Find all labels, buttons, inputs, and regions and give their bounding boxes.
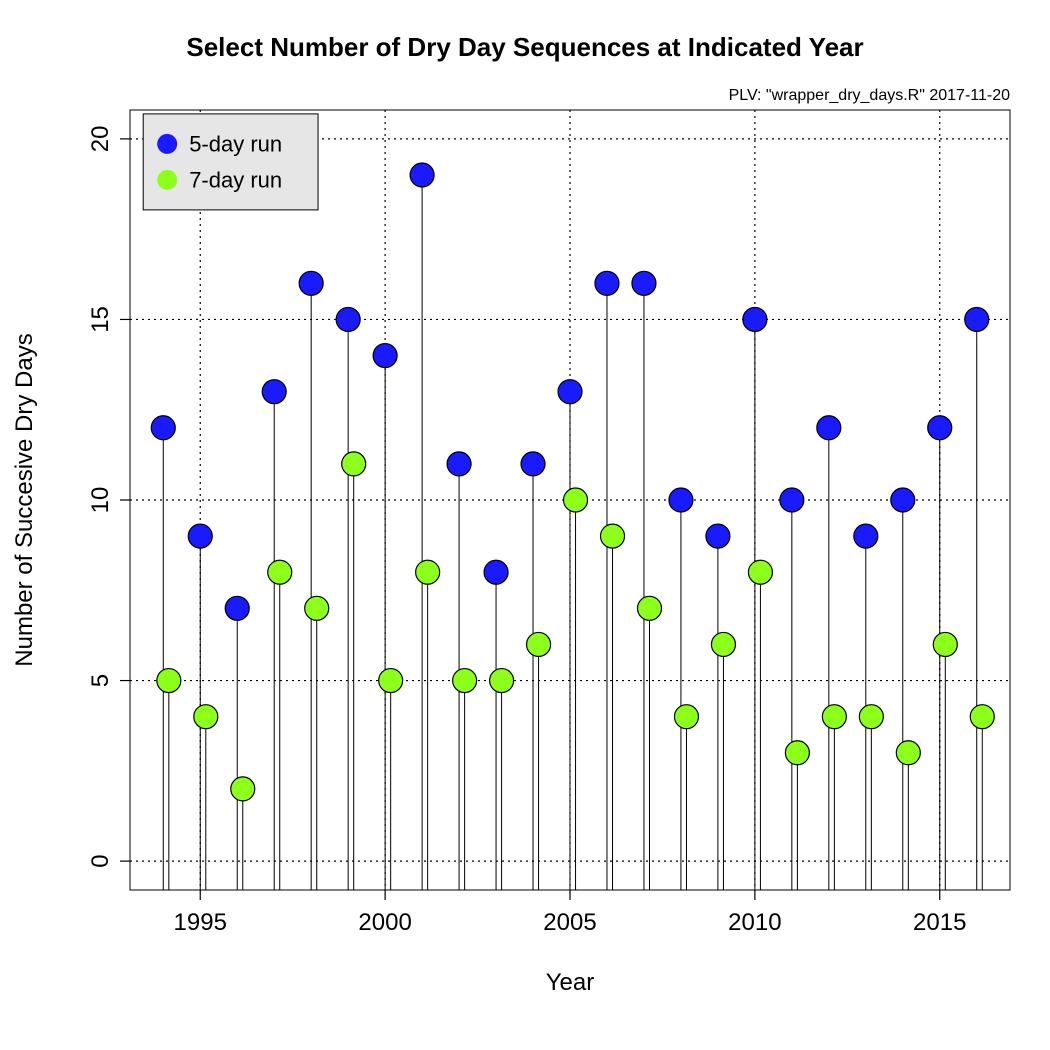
data-marker — [194, 705, 218, 729]
data-marker — [151, 416, 175, 440]
chart-subtitle: PLV: "wrapper_dry_days.R" 2017-11-20 — [729, 87, 1011, 104]
y-tick-label: 0 — [87, 854, 114, 867]
data-marker — [558, 380, 582, 404]
data-marker — [268, 560, 292, 584]
data-marker — [822, 705, 846, 729]
data-marker — [748, 560, 772, 584]
data-marker — [490, 669, 514, 693]
data-marker — [299, 271, 323, 295]
data-marker — [305, 596, 329, 620]
data-marker — [379, 669, 403, 693]
data-marker — [965, 307, 989, 331]
data-marker — [780, 488, 804, 512]
data-marker — [637, 596, 661, 620]
x-tick-label: 2000 — [358, 909, 411, 936]
data-marker — [262, 380, 286, 404]
data-marker — [564, 488, 588, 512]
y-axis-label: Number of Succesive Dry Days — [11, 333, 38, 666]
data-marker — [336, 307, 360, 331]
data-marker — [674, 705, 698, 729]
data-marker — [632, 271, 656, 295]
data-marker — [859, 705, 883, 729]
y-tick-label: 10 — [87, 487, 114, 514]
legend-label: 5-day run — [189, 132, 282, 157]
data-marker — [601, 524, 625, 548]
legend-label: 7-day run — [189, 168, 282, 193]
y-tick-label: 20 — [87, 126, 114, 153]
y-tick-label: 5 — [87, 674, 114, 687]
legend-marker — [157, 134, 177, 154]
data-marker — [373, 344, 397, 368]
chart-svg: Select Number of Dry Day Sequences at In… — [0, 0, 1050, 1050]
data-marker — [595, 271, 619, 295]
data-marker — [669, 488, 693, 512]
data-marker — [453, 669, 477, 693]
data-marker — [711, 632, 735, 656]
data-marker — [854, 524, 878, 548]
data-marker — [743, 307, 767, 331]
data-marker — [896, 741, 920, 765]
data-marker — [188, 524, 212, 548]
data-marker — [817, 416, 841, 440]
y-tick-label: 15 — [87, 306, 114, 333]
data-marker — [527, 632, 551, 656]
data-marker — [447, 452, 471, 476]
legend: 5-day run 7-day run — [143, 114, 318, 210]
data-marker — [891, 488, 915, 512]
data-marker — [933, 632, 957, 656]
x-tick-label: 2010 — [728, 909, 781, 936]
data-marker — [342, 452, 366, 476]
data-marker — [484, 560, 508, 584]
data-marker — [225, 596, 249, 620]
data-marker — [157, 669, 181, 693]
x-tick-label: 2015 — [913, 909, 966, 936]
data-marker — [416, 560, 440, 584]
data-marker — [410, 163, 434, 187]
x-tick-label: 1995 — [174, 909, 227, 936]
data-marker — [928, 416, 952, 440]
chart-container: Select Number of Dry Day Sequences at In… — [0, 0, 1050, 1050]
data-marker — [521, 452, 545, 476]
legend-marker — [157, 170, 177, 190]
legend-box — [143, 114, 318, 210]
x-tick-label: 2005 — [543, 909, 596, 936]
data-marker — [706, 524, 730, 548]
data-marker — [231, 777, 255, 801]
data-marker — [970, 705, 994, 729]
chart-title: Select Number of Dry Day Sequences at In… — [186, 32, 863, 62]
data-marker — [785, 741, 809, 765]
x-axis-label: Year — [546, 969, 595, 996]
